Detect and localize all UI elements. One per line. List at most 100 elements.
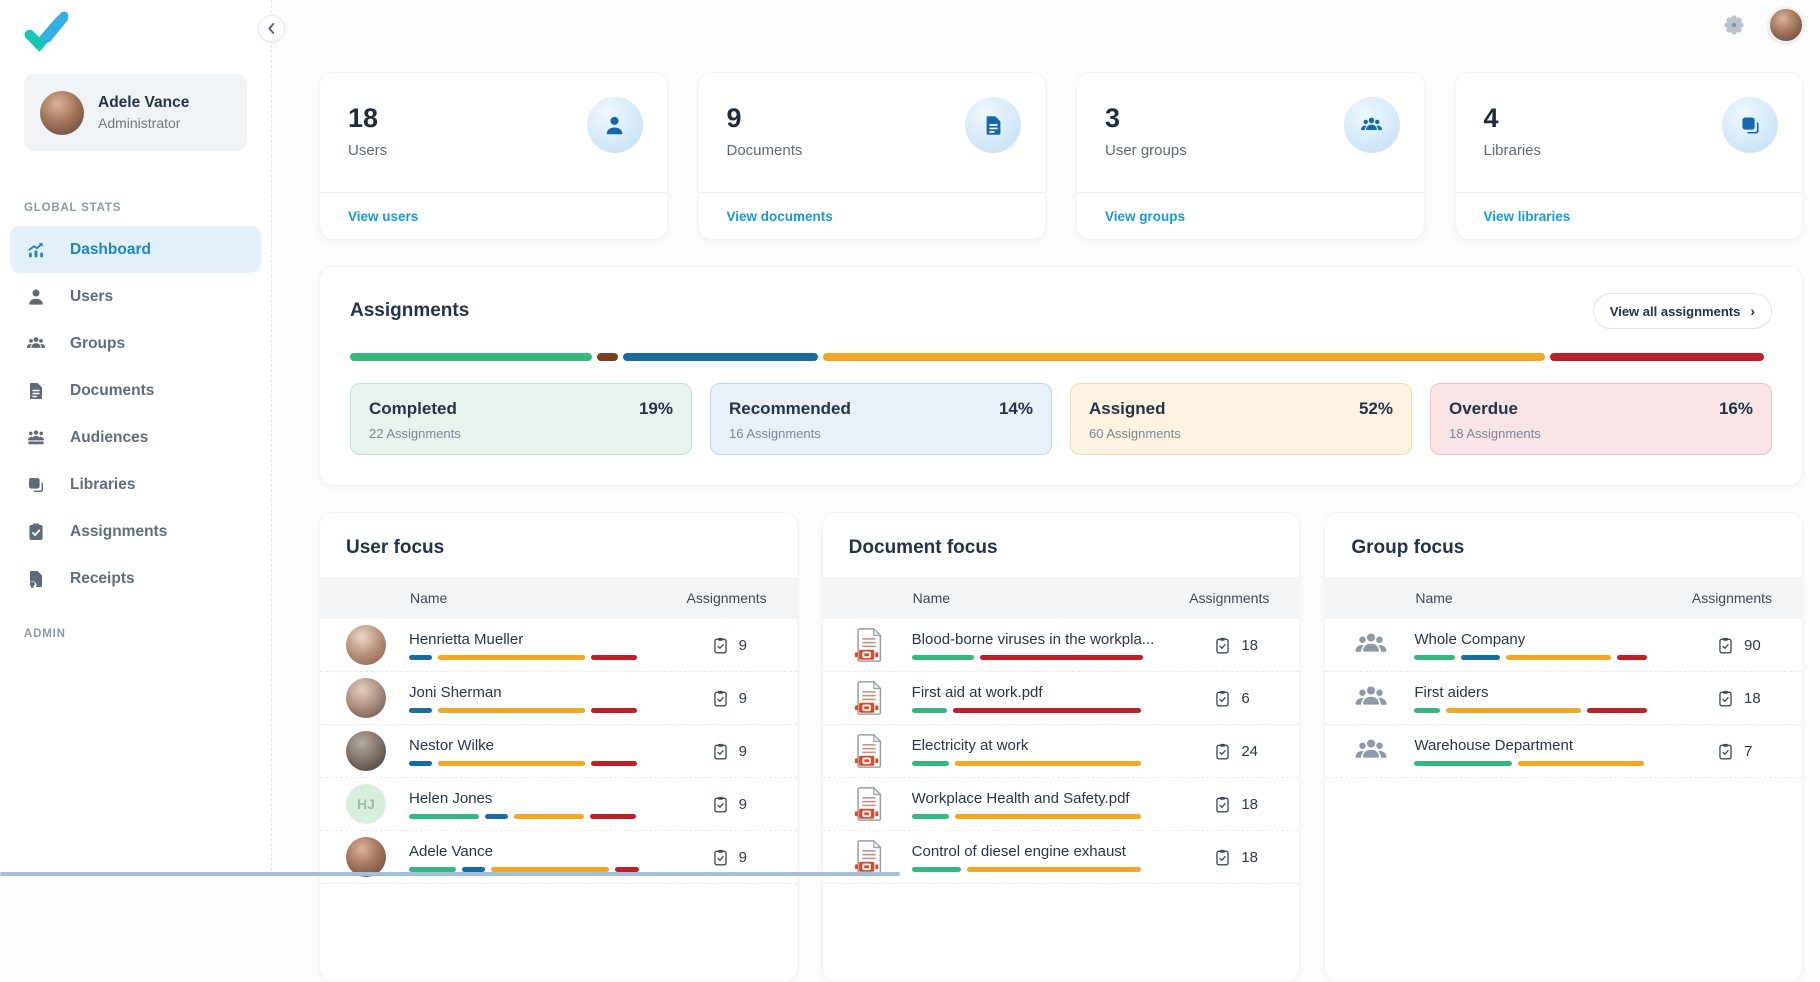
count-value: 6 [1241,690,1249,707]
count-value: 9 [739,690,747,707]
mini-bar-green [1414,655,1455,660]
row-name[interactable]: Joni Sherman [409,684,693,701]
row-progress-bars [912,761,1145,766]
row-name[interactable]: Blood-borne viruses in the workpla... [912,631,1196,648]
nav-section-label-admin: ADMIN [24,628,247,640]
table-row[interactable]: Electricity at work 24 [823,725,1300,778]
table-row[interactable]: HJ Helen Jones 9 [320,778,797,831]
row-progress-bars [912,708,1145,713]
documents-icon [26,381,46,401]
row-progress-bars [1414,655,1647,660]
table-row[interactable]: Joni Sherman 9 [320,672,797,725]
row-assignment-count: 9 [711,848,769,867]
row-name[interactable]: Adele Vance [409,843,693,860]
row-name[interactable]: Workplace Health and Safety.pdf [912,790,1196,807]
row-name[interactable]: First aid at work.pdf [912,684,1196,701]
sidebar-item-groups[interactable]: Groups [10,320,261,367]
clipboard-check-icon [1213,636,1232,655]
view-documents-link[interactable]: View documents [727,209,833,224]
table-row[interactable]: Blood-borne viruses in the workpla... 18 [823,619,1300,672]
sidebar-item-assignments[interactable]: Assignments [10,508,261,555]
mini-bar-orange [1518,761,1644,766]
sidebar-item-users[interactable]: Users [10,273,261,320]
row-name[interactable]: Control of diesel engine exhaust [912,843,1196,860]
groups-icon [1344,97,1400,153]
sidebar-item-audiences[interactable]: Audiences [10,414,261,461]
stat-box-percent: 14% [999,399,1033,419]
mini-bar-orange [438,655,585,660]
count-value: 24 [1241,743,1258,760]
column-header-assignments: Assignments [1692,590,1772,606]
table-row[interactable]: First aid at work.pdf 6 [823,672,1300,725]
user-avatar [346,837,386,877]
table-row[interactable]: Warehouse Department 7 [1325,725,1802,778]
table-row[interactable]: Control of diesel engine exhaust 18 [823,831,1300,884]
assignment-stat-assigned: Assigned 52% 60 Assignments [1070,383,1412,455]
group-icon [1351,731,1391,771]
mini-bar-blue [1461,655,1500,660]
table-row[interactable]: Workplace Health and Safety.pdf 18 [823,778,1300,831]
view-groups-link[interactable]: View groups [1105,209,1185,224]
mini-bar-orange [955,814,1141,819]
sidebar-item-dashboard[interactable]: Dashboard [10,226,261,273]
row-assignment-count: 9 [711,636,769,655]
chevron-right-icon: › [1750,303,1755,319]
view-all-assignments-button[interactable]: View all assignments › [1593,293,1772,329]
mini-bar-green [912,867,961,872]
count-value: 18 [1744,690,1761,707]
mini-bar-orange [438,708,585,713]
column-header-assignments: Assignments [1189,590,1269,606]
row-name[interactable]: Warehouse Department [1414,737,1698,754]
bar-segment-orange [823,353,1545,361]
clipboard-check-icon [711,848,730,867]
row-name[interactable]: Whole Company [1414,631,1698,648]
stat-box-label: Recommended [729,399,851,419]
user-icon [587,97,643,153]
table-row[interactable]: Nestor Wilke 9 [320,725,797,778]
focus-panels-row: User focus Name Assignments Henrietta Mu… [319,512,1803,982]
group-icon [1351,678,1391,718]
row-name[interactable]: Nestor Wilke [409,737,693,754]
mini-bar-blue [409,655,432,660]
sidebar-item-libraries[interactable]: Libraries [10,461,261,508]
nav-section-label-global-stats: GLOBAL STATS [24,202,247,214]
stat-box-label: Overdue [1449,399,1518,419]
row-name[interactable]: Electricity at work [912,737,1196,754]
stat-box-percent: 19% [639,399,673,419]
mini-bar-red [1617,655,1647,660]
count-value: 18 [1241,849,1258,866]
libraries-icon [26,475,46,495]
row-name[interactable]: Henrietta Mueller [409,631,693,648]
profile-card[interactable]: Adele Vance Administrator [24,74,247,151]
table-row[interactable]: Adele Vance 9 [320,831,797,884]
assignments-stat-boxes: Completed 19% 22 Assignments Recommended… [350,383,1772,455]
bar-segment-red [1550,353,1763,361]
count-value: 18 [1241,796,1258,813]
row-progress-bars [912,655,1145,660]
table-header: Name Assignments [320,577,797,619]
user-avatar [346,678,386,718]
pdf-document-icon [849,837,889,877]
mini-bar-red [591,761,638,766]
view-users-link[interactable]: View users [348,209,418,224]
table-row[interactable]: Henrietta Mueller 9 [320,619,797,672]
app-logo-double-check-icon[interactable] [22,8,68,54]
sidebar-item-receipts[interactable]: Receipts [10,555,261,602]
stat-cards-row: 18 Users View users 9 Documents View doc… [319,72,1803,240]
table-row[interactable]: First aiders 18 [1325,672,1802,725]
mini-bar-red [591,655,638,660]
sidebar-item-documents[interactable]: Documents [10,367,261,414]
table-row[interactable]: Whole Company 90 [1325,619,1802,672]
row-name[interactable]: Helen Jones [409,790,693,807]
mini-bar-red [1587,708,1647,713]
sidebar-collapse-button[interactable] [258,15,285,42]
libraries-icon [1722,97,1778,153]
row-name[interactable]: First aiders [1414,684,1698,701]
sidebar-item-label: Dashboard [70,241,151,259]
row-assignment-count: 7 [1716,742,1774,761]
column-header-assignments: Assignments [687,590,767,606]
sidebar-item-label: Documents [70,382,154,400]
mini-bar-blue [409,761,432,766]
view-libraries-link[interactable]: View libraries [1484,209,1571,224]
horizontal-scrollbar-thumb[interactable] [0,872,900,876]
